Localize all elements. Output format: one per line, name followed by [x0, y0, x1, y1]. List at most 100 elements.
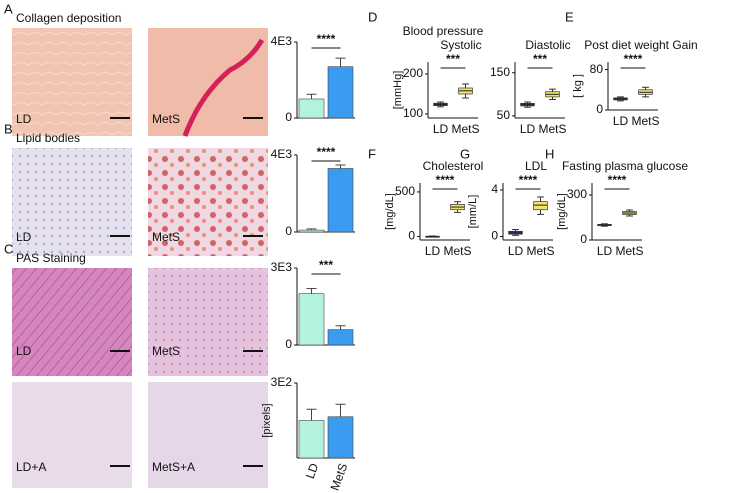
significance: ****	[436, 173, 455, 187]
chart-title: Post diet weight Gain	[584, 38, 697, 52]
bar	[327, 66, 354, 119]
bar	[298, 420, 325, 459]
chart-title: Cholesterol	[423, 159, 484, 173]
bar	[298, 98, 325, 119]
panel-letter: A	[4, 1, 13, 16]
x-tick-label: MetS	[451, 122, 479, 136]
y-axis-label: [mg/dL]	[556, 193, 568, 230]
image-title: Collagen deposition	[16, 11, 121, 25]
micrograph	[148, 382, 268, 488]
x-tick-label: MetS	[526, 244, 554, 258]
significance: ****	[519, 173, 538, 187]
panel-letter: B	[4, 121, 13, 136]
chart-title: LDL	[525, 159, 547, 173]
chart: 0 4E3 ****	[271, 32, 355, 124]
chart: 50 150 Diastolic LD MetS ***	[490, 38, 571, 136]
y-tick-label: 300	[567, 187, 587, 201]
image-label: LD	[16, 230, 32, 244]
y-tick-label: 0	[491, 229, 498, 243]
x-tick-label: LD	[597, 244, 613, 258]
image-label: LD+A	[16, 460, 46, 474]
y-tick-label: 0	[285, 337, 292, 351]
chart: 0 500[mg/dL] Cholesterol LD MetS ****	[384, 159, 483, 258]
image-label: MetS	[152, 230, 180, 244]
x-tick-label: LD	[303, 461, 322, 481]
panel-letter: H	[545, 146, 554, 161]
chart-supertitle: Blood pressure	[403, 24, 484, 38]
bar	[327, 329, 354, 346]
y-tick-label: 0	[285, 224, 292, 238]
significance: ***	[446, 52, 460, 66]
y-tick-label: 500	[395, 184, 415, 198]
y-tick-label: 50	[497, 108, 511, 122]
significance: ****	[608, 173, 627, 187]
y-tick-label: 200	[403, 66, 423, 80]
significance: ****	[317, 32, 336, 46]
chart-title: Fasting plasma glucose	[562, 159, 688, 173]
bar	[298, 293, 325, 346]
box	[533, 201, 548, 211]
x-tick-label: MetS	[443, 244, 471, 258]
chart: 0 4 [mm/L] LDL LD MetS ****	[467, 159, 555, 258]
y-axis-label: [mmHg]	[392, 71, 404, 110]
bar	[298, 229, 325, 233]
chart: 0 80 [ kg ] Post diet weight Gain LD MetS ****	[572, 38, 698, 128]
image-label: MetS	[152, 344, 180, 358]
x-tick-label: MetS	[328, 461, 351, 492]
bar	[327, 168, 354, 233]
y-tick-label: 4	[491, 182, 498, 196]
micrograph	[12, 382, 132, 488]
y-axis-label: [ kg ]	[572, 74, 584, 98]
micrograph-texture	[12, 268, 132, 376]
chart: 3E2 [pixels] LD MetS	[261, 375, 355, 492]
significance: ***	[319, 258, 333, 272]
bar	[327, 416, 354, 459]
image-title: PAS Staining	[16, 251, 86, 265]
panel-letter: D	[368, 9, 377, 24]
chart: 0 4E3 ****	[271, 145, 355, 238]
y-tick-label: 0	[580, 232, 587, 246]
micrograph-texture	[148, 268, 268, 376]
x-tick-label: MetS	[631, 114, 659, 128]
y-tick-label: 0	[285, 110, 292, 124]
chart: 0 300[mg/dL] Fasting plasma glucose LD MetS *…	[556, 159, 688, 258]
y-tick-label: 0	[408, 229, 415, 243]
y-tick-label: 3E2	[271, 375, 293, 389]
chart-title: Systolic	[440, 38, 481, 52]
significance: ****	[317, 145, 336, 159]
significance: ***	[533, 52, 547, 66]
image-label: MetS	[152, 112, 180, 126]
significance: ****	[624, 52, 643, 66]
y-tick-label: 100	[403, 106, 423, 120]
y-tick-label: 0	[596, 102, 603, 116]
image-label: MetS+A	[152, 460, 195, 474]
micrographs	[12, 28, 268, 488]
image-title: Lipid bodies	[16, 131, 80, 145]
x-tick-label: MetS	[538, 122, 566, 136]
y-tick-label: 80	[590, 62, 604, 76]
y-tick-label: 150	[490, 65, 510, 79]
y-axis-label: [mm/L]	[467, 195, 479, 229]
micrograph-texture	[12, 148, 132, 256]
panel-letter: C	[4, 241, 13, 256]
chart-title: Diastolic	[525, 38, 570, 52]
panel-letter: G	[460, 146, 470, 161]
y-tick-label: 3E3	[271, 260, 293, 274]
y-axis-label: [mg/dL]	[384, 193, 396, 230]
image-label: LD	[16, 344, 32, 358]
stain	[182, 38, 265, 137]
x-tick-label: LD	[520, 122, 536, 136]
image-label: LD	[16, 112, 32, 126]
y-tick-label: 4E3	[271, 147, 293, 161]
panel-letter: E	[565, 9, 574, 24]
micrograph-texture	[148, 148, 268, 256]
x-tick-label: LD	[508, 244, 524, 258]
y-axis-label: [pixels]	[261, 403, 273, 437]
panel-letter: F	[368, 146, 376, 161]
x-tick-label: LD	[613, 114, 629, 128]
chart: 0 3E3 ***	[271, 258, 355, 351]
scale-bars	[110, 117, 263, 467]
y-tick-label: 4E3	[271, 34, 293, 48]
